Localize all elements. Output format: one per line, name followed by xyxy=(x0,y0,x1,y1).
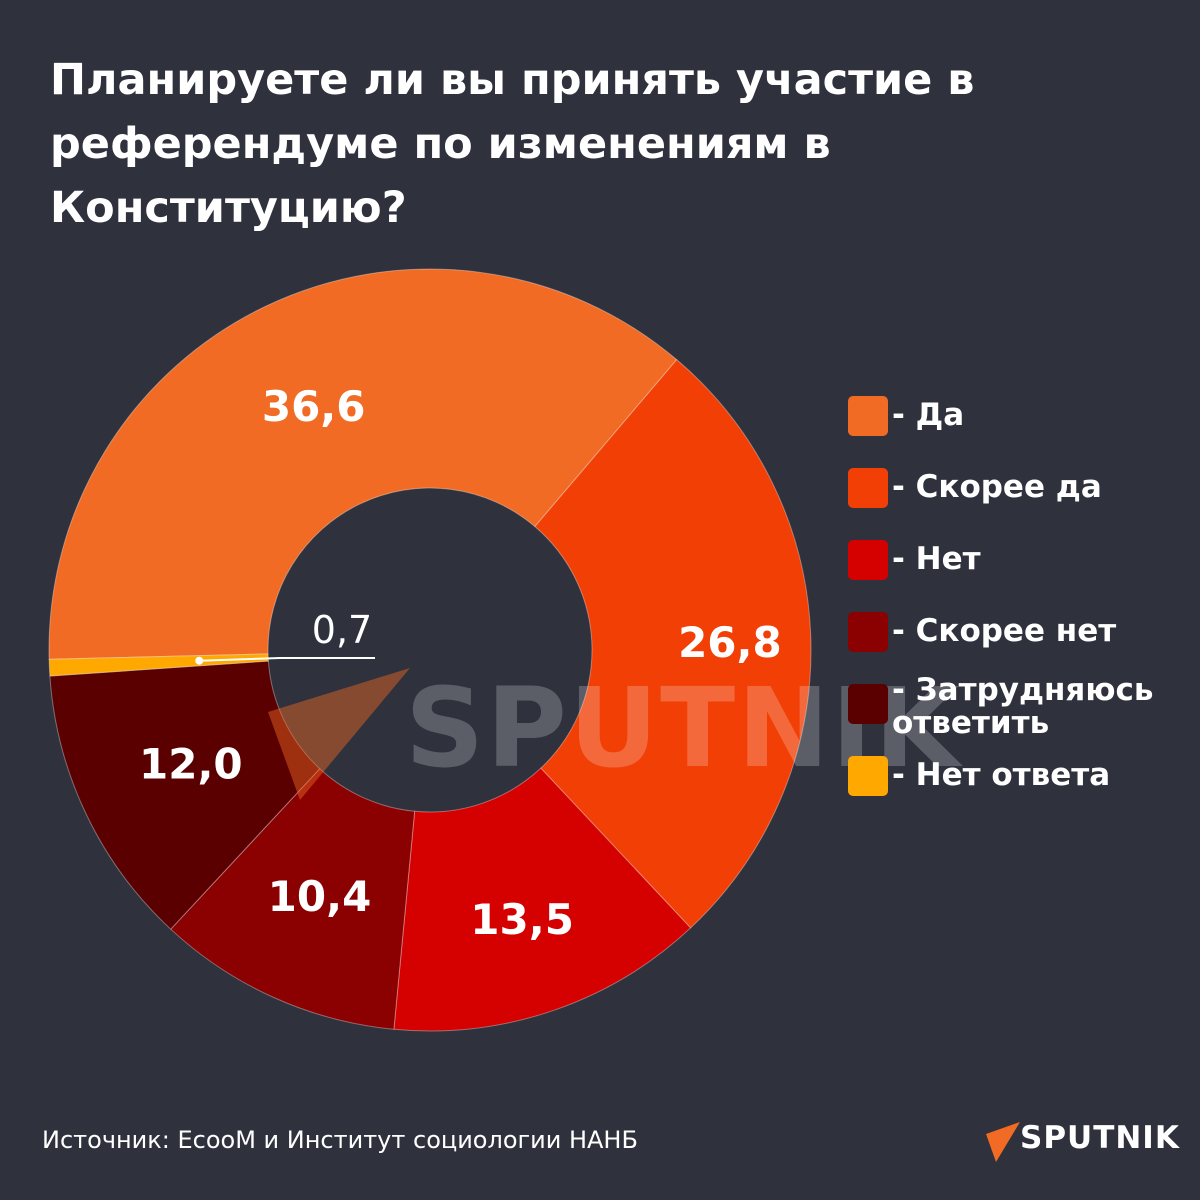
source-note: Источник: EcooM и Институт социологии НА… xyxy=(42,1126,638,1154)
legend-label: - Нет xyxy=(892,541,981,577)
legend-item: - Нет ответа xyxy=(848,752,1188,824)
slice-skoree-net xyxy=(170,768,416,1030)
data-labels-group: 36,6 26,8 13,5 10,4 12,0 0,7 xyxy=(139,382,782,944)
data-label: 13,5 xyxy=(470,895,574,944)
legend-swatch xyxy=(848,468,888,508)
legend-swatch xyxy=(848,756,888,796)
slices-group xyxy=(48,268,812,1032)
legend-item: - Да xyxy=(848,392,1188,464)
legend-label: - Скорее да xyxy=(892,469,1102,505)
data-label: 0,7 xyxy=(312,608,372,652)
legend-label: - Затрудняюсь ответить xyxy=(892,672,1154,741)
slice-da xyxy=(48,268,678,660)
legend-item: - Скорее нет xyxy=(848,608,1188,680)
leader-line xyxy=(199,657,375,662)
legend: - Да - Скорее да - Нет - Скорее нет - Затруд… xyxy=(848,392,1188,824)
legend-label: - Нет ответа xyxy=(892,757,1111,793)
legend-label: - Скорее нет xyxy=(892,613,1117,649)
data-label: 10,4 xyxy=(268,872,372,921)
slice-net xyxy=(393,767,692,1032)
legend-swatch xyxy=(848,540,888,580)
slice-skoree-da xyxy=(534,358,812,929)
legend-item: - Скорее да xyxy=(848,464,1188,536)
legend-swatch xyxy=(848,684,888,724)
data-label: 26,8 xyxy=(678,618,782,667)
legend-label: - Да xyxy=(892,397,965,433)
brand-logo-text: SPUTNIK xyxy=(1020,1120,1180,1156)
data-label: 12,0 xyxy=(139,740,243,789)
data-label: 36,6 xyxy=(262,382,366,431)
legend-swatch xyxy=(848,612,888,652)
legend-item: - Нет xyxy=(848,536,1188,608)
slice-zatrudnyayus xyxy=(49,660,321,930)
chart-title: Планируете ли вы принять участие в рефер… xyxy=(50,55,975,233)
legend-item: - Затрудняюсь ответить xyxy=(848,674,1188,752)
sputnik-arrow-icon xyxy=(986,1122,1020,1162)
legend-swatch xyxy=(848,396,888,436)
